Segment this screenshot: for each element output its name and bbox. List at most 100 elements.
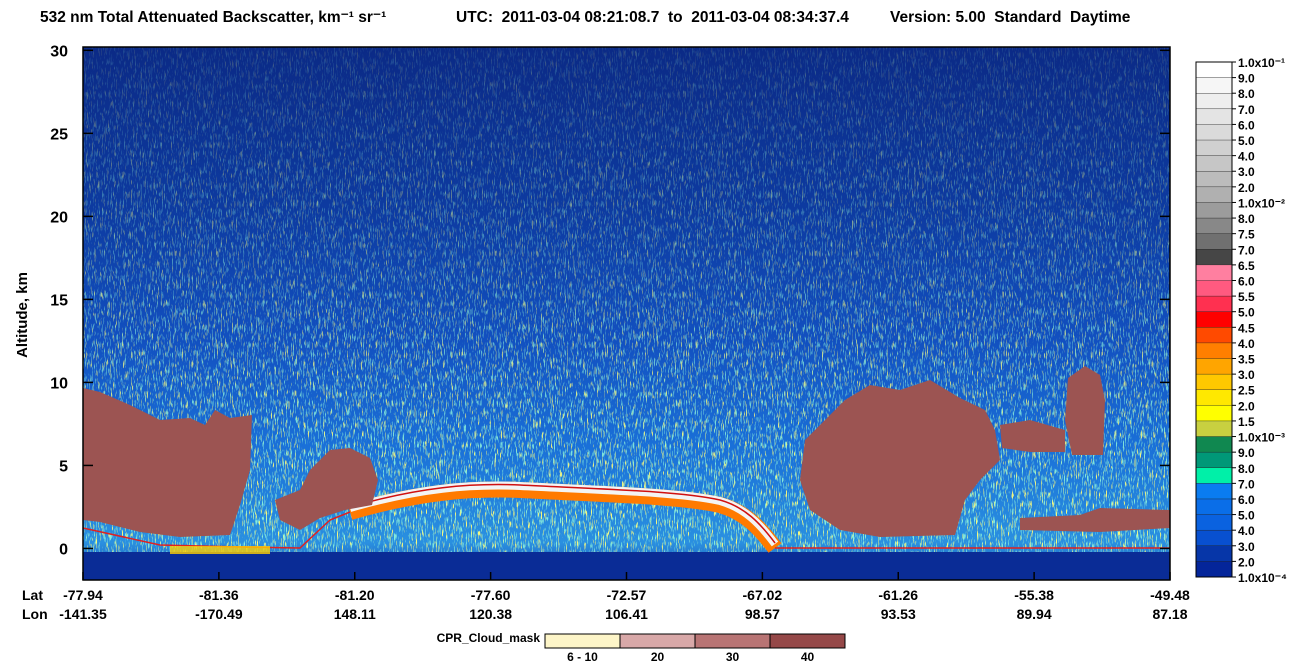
colorbar-swatch [1195, 108, 1233, 125]
y-tick-label: 20 [50, 209, 68, 226]
colorbar-label: 3.0 [1238, 165, 1255, 179]
x-tick-label: -67.02 [743, 587, 783, 603]
surface-return [170, 546, 270, 554]
aerosol-layer [348, 481, 779, 547]
colorbar-label: 1.0x10⁻³ [1238, 431, 1285, 445]
time-range: UTC: 2011-03-04 08:21:08.7 to 2011-03-04… [456, 9, 849, 26]
colorbar-label: 5.0 [1238, 509, 1255, 523]
colorbar-swatch [1195, 280, 1233, 297]
x-tick-label: 98.57 [745, 606, 780, 622]
x-row-label: Lat [22, 587, 43, 603]
colorbar-swatch [1195, 451, 1233, 469]
legend-label: 40 [801, 650, 815, 664]
x-tick-label: -77.60 [471, 587, 511, 603]
cpr-cloud [1065, 366, 1105, 455]
colorbar-swatch [1195, 124, 1233, 141]
cpr-cloud [800, 380, 1000, 537]
colorbar-label: 4.0 [1238, 337, 1255, 351]
colorbar-swatch [1195, 483, 1233, 500]
colorbar-swatch [1195, 77, 1233, 94]
colorbar-label: 6.0 [1238, 118, 1255, 132]
colorbar-label: 2.0 [1238, 181, 1255, 195]
colorbar-label: 3.0 [1238, 368, 1255, 382]
y-axis-label: Altitude, km [14, 272, 31, 358]
colorbar-label: 1.0x10⁻² [1238, 196, 1285, 210]
y-tick-label: 0 [59, 541, 68, 558]
legend-swatch [769, 633, 846, 649]
cpr-cloud [1000, 420, 1065, 452]
colorbar-label: 7.0 [1238, 243, 1255, 257]
colorbar-label: 6.0 [1238, 274, 1255, 288]
y-tick-label: 25 [50, 126, 68, 143]
x-tick-label: 106.41 [605, 606, 648, 622]
colorbar-label: 6.5 [1238, 259, 1255, 273]
x-tick-label: -72.57 [607, 587, 647, 603]
colorbar-frame [1195, 61, 1233, 578]
colorbar-swatch [1195, 202, 1233, 219]
colorbar-swatch [1195, 561, 1233, 578]
colorbar-label: 4.5 [1238, 321, 1255, 335]
colorbar-swatch [1195, 295, 1233, 313]
x-tick-label: -170.49 [195, 606, 243, 622]
colorbar-swatch [1195, 171, 1233, 188]
x-tick-label: 89.94 [1017, 606, 1052, 622]
colorbar-label: 1.5 [1238, 415, 1255, 429]
cpr-cloud [275, 448, 378, 530]
colorbar-label: 8.0 [1238, 462, 1255, 476]
colorbar-label: 3.5 [1238, 353, 1255, 367]
cpr-cloud [1020, 508, 1170, 532]
y-tick-label: 30 [50, 43, 68, 60]
colorbar-swatch [1195, 186, 1233, 203]
x-tick-label: 120.38 [469, 606, 512, 622]
colorbar-swatch [1195, 93, 1233, 110]
colorbar-swatch [1195, 61, 1233, 79]
colorbar-label: 1.0x10⁻⁴ [1238, 571, 1287, 585]
version: Version: 5.00 Standard Daytime [890, 9, 1131, 26]
colorbar-swatch [1195, 405, 1233, 422]
colorbar-swatch [1195, 342, 1233, 360]
colorbar-swatch [1195, 373, 1233, 391]
colorbar-label: 5.0 [1238, 134, 1255, 148]
colorbar-swatch [1195, 249, 1233, 266]
x-tick-label: -61.26 [878, 587, 918, 603]
colorbar-swatch [1195, 389, 1233, 406]
colorbar-swatch [1195, 264, 1233, 281]
colorbar-swatch [1195, 545, 1233, 562]
x-tick-label: -81.20 [335, 587, 375, 603]
y-tick-label: 5 [59, 458, 68, 475]
colorbar-label: 6.0 [1238, 493, 1255, 507]
colorbar-swatch [1195, 233, 1233, 250]
colorbar-label: 7.0 [1238, 103, 1255, 117]
chart-title: 532 nm Total Attenuated Backscatter, km⁻… [40, 9, 386, 26]
colorbar-swatch [1195, 498, 1233, 516]
curtain-image [83, 47, 1170, 580]
colorbar-label: 8.0 [1238, 87, 1255, 101]
colorbar-label: 7.0 [1238, 477, 1255, 491]
colorbar-swatch [1195, 420, 1233, 438]
colorbar-label: 4.0 [1238, 524, 1255, 538]
colorbar-label: 5.5 [1238, 290, 1255, 304]
x-tick-label: -55.38 [1014, 587, 1054, 603]
legend-label: 30 [726, 650, 740, 664]
x-tick-label: -49.48 [1150, 587, 1190, 603]
colorbar-label: 1.0x10⁻¹ [1238, 56, 1285, 70]
aerosol-layer-top [349, 483, 776, 544]
colorbar-label: 9.0 [1238, 446, 1255, 460]
colorbar-label: 8.0 [1238, 212, 1255, 226]
x-tick-label: -77.94 [63, 587, 103, 603]
x-tick-label: -141.35 [59, 606, 107, 622]
legend-swatch [544, 633, 621, 649]
x-tick-label: 87.18 [1152, 606, 1187, 622]
colorbar-label: 5.0 [1238, 306, 1255, 320]
colorbar-label: 2.0 [1238, 399, 1255, 413]
colorbar-label: 4.0 [1238, 150, 1255, 164]
cpr-cloud [83, 388, 252, 537]
colorbar-label: 9.0 [1238, 72, 1255, 86]
legend-label: 20 [651, 650, 665, 664]
colorbar-swatch [1195, 358, 1233, 375]
legend-label: 6 - 10 [567, 650, 598, 664]
colorbar-swatch [1195, 467, 1233, 484]
